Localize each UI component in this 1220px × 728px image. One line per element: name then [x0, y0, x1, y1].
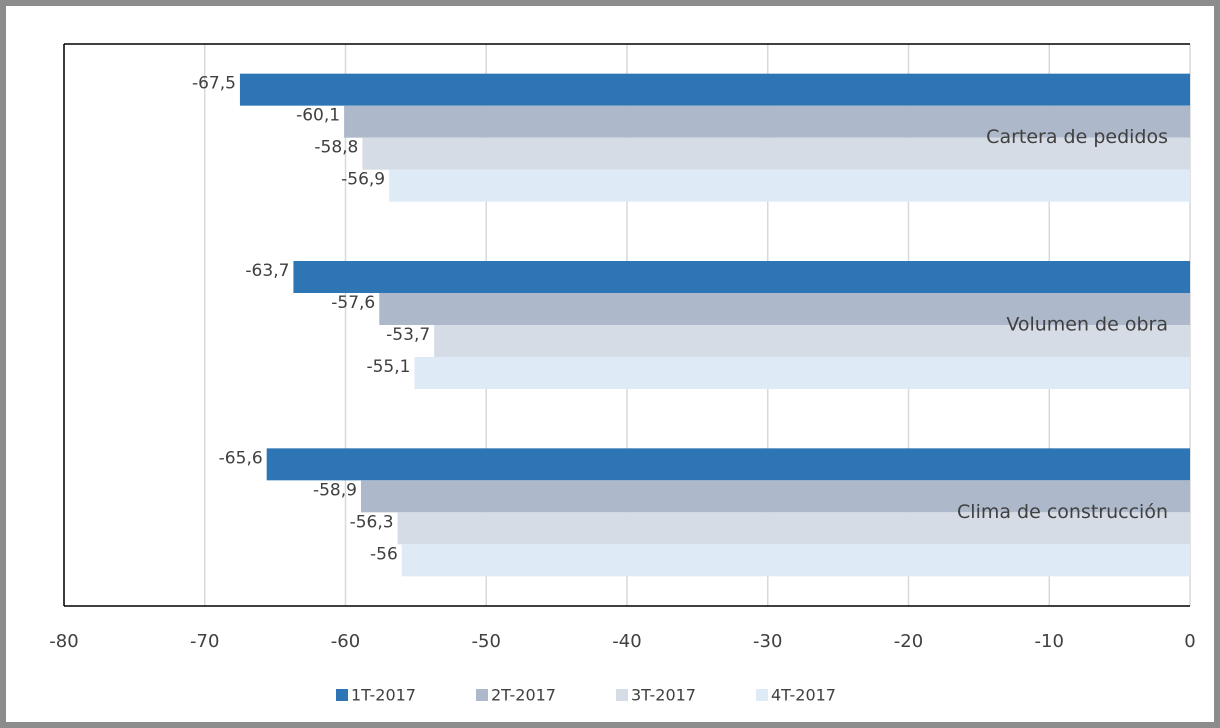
value-label: -65,6: [219, 448, 263, 468]
value-label: -57,6: [331, 293, 375, 313]
x-tick-label: -80: [49, 631, 78, 652]
bar: [266, 448, 1190, 481]
bar: [397, 512, 1190, 545]
bar: [239, 73, 1190, 106]
value-label: -55,1: [366, 357, 410, 377]
value-label: -63,7: [245, 261, 289, 281]
bar: [414, 357, 1190, 389]
value-label: -58,8: [314, 138, 358, 158]
x-tick-label: -70: [190, 631, 219, 652]
bar: [344, 105, 1190, 138]
category-label: Cartera de pedidos: [986, 126, 1168, 148]
legend-label: 2T-2017: [491, 686, 556, 705]
bar: [360, 480, 1190, 513]
bar: [379, 293, 1190, 325]
x-tick-label: -60: [331, 631, 360, 652]
value-label: -56: [370, 544, 398, 564]
legend-label: 3T-2017: [631, 686, 696, 705]
bar: [293, 261, 1190, 293]
value-label: -67,5: [192, 74, 236, 94]
x-tick-label: -40: [612, 631, 641, 652]
x-tick-label: -20: [894, 631, 923, 652]
bar: [389, 169, 1190, 202]
value-label: -56,3: [350, 512, 394, 532]
legend-label: 1T-2017: [351, 686, 416, 705]
bar: [434, 325, 1190, 357]
value-label: -60,1: [296, 106, 340, 126]
value-label: -53,7: [386, 325, 430, 345]
legend-label: 4T-2017: [771, 686, 836, 705]
legend-swatch: [476, 689, 488, 701]
bar: [401, 544, 1190, 577]
value-label: -58,9: [313, 480, 357, 500]
x-tick-label: -30: [753, 631, 782, 652]
bar: [362, 137, 1190, 170]
legend-swatch: [756, 689, 768, 701]
x-tick-label: -10: [1035, 631, 1064, 652]
legend-swatch: [336, 689, 348, 701]
legend-swatch: [616, 689, 628, 701]
value-label: -56,9: [341, 170, 385, 190]
x-tick-label: -50: [472, 631, 501, 652]
category-label: Clima de construcción: [957, 501, 1168, 523]
category-label: Volumen de obra: [1006, 314, 1168, 336]
x-tick-label: 0: [1184, 631, 1195, 652]
